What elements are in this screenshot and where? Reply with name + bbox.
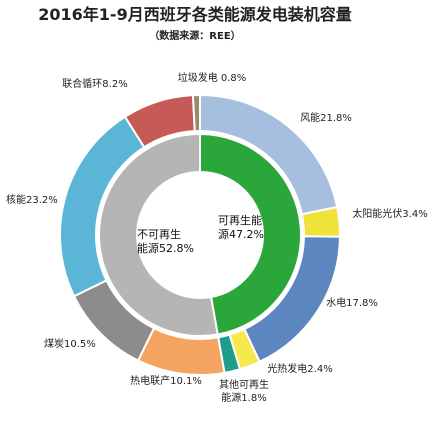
outer-ring — [59, 93, 342, 376]
outer-label-7: 核能23.2% — [6, 193, 58, 206]
chart-title: 2016年1-9月西班牙各类能源发电装机容量 — [38, 5, 351, 24]
inner-ring — [98, 132, 302, 337]
outer-label-9: 垃圾发电 0.8% — [178, 71, 247, 84]
chart-subtitle: （数据来源：REE） — [149, 29, 240, 42]
outer-labels: 风能21.8% 太阳能光伏3.4% 水电17.8% 光热发电2.4% 其他可再生能源1.… — [6, 71, 428, 404]
outer-label-0: 风能21.8% — [300, 111, 352, 124]
inner-slice-0 — [199, 132, 302, 336]
outer-label-2: 水电17.8% — [326, 296, 378, 309]
inner-label-0: 可再生能源47.2% — [218, 213, 264, 241]
outer-label-8: 联合循环8.2% — [62, 77, 127, 90]
outer-label-5: 热电联产10.1% — [130, 374, 202, 387]
outer-slice-9 — [191, 93, 201, 133]
inner-slice-1 — [98, 132, 219, 337]
inner-labels: 可再生能源47.2% 不可再生能源52.8% — [137, 213, 264, 255]
outer-label-6: 煤炭10.5% — [44, 337, 96, 350]
outer-label-3: 光热发电2.4% — [267, 362, 332, 375]
outer-label-4: 其他可再生能源1.8% — [219, 378, 269, 404]
outer-label-1: 太阳能光伏3.4% — [352, 207, 427, 220]
inner-label-1: 不可再生能源52.8% — [137, 227, 194, 255]
